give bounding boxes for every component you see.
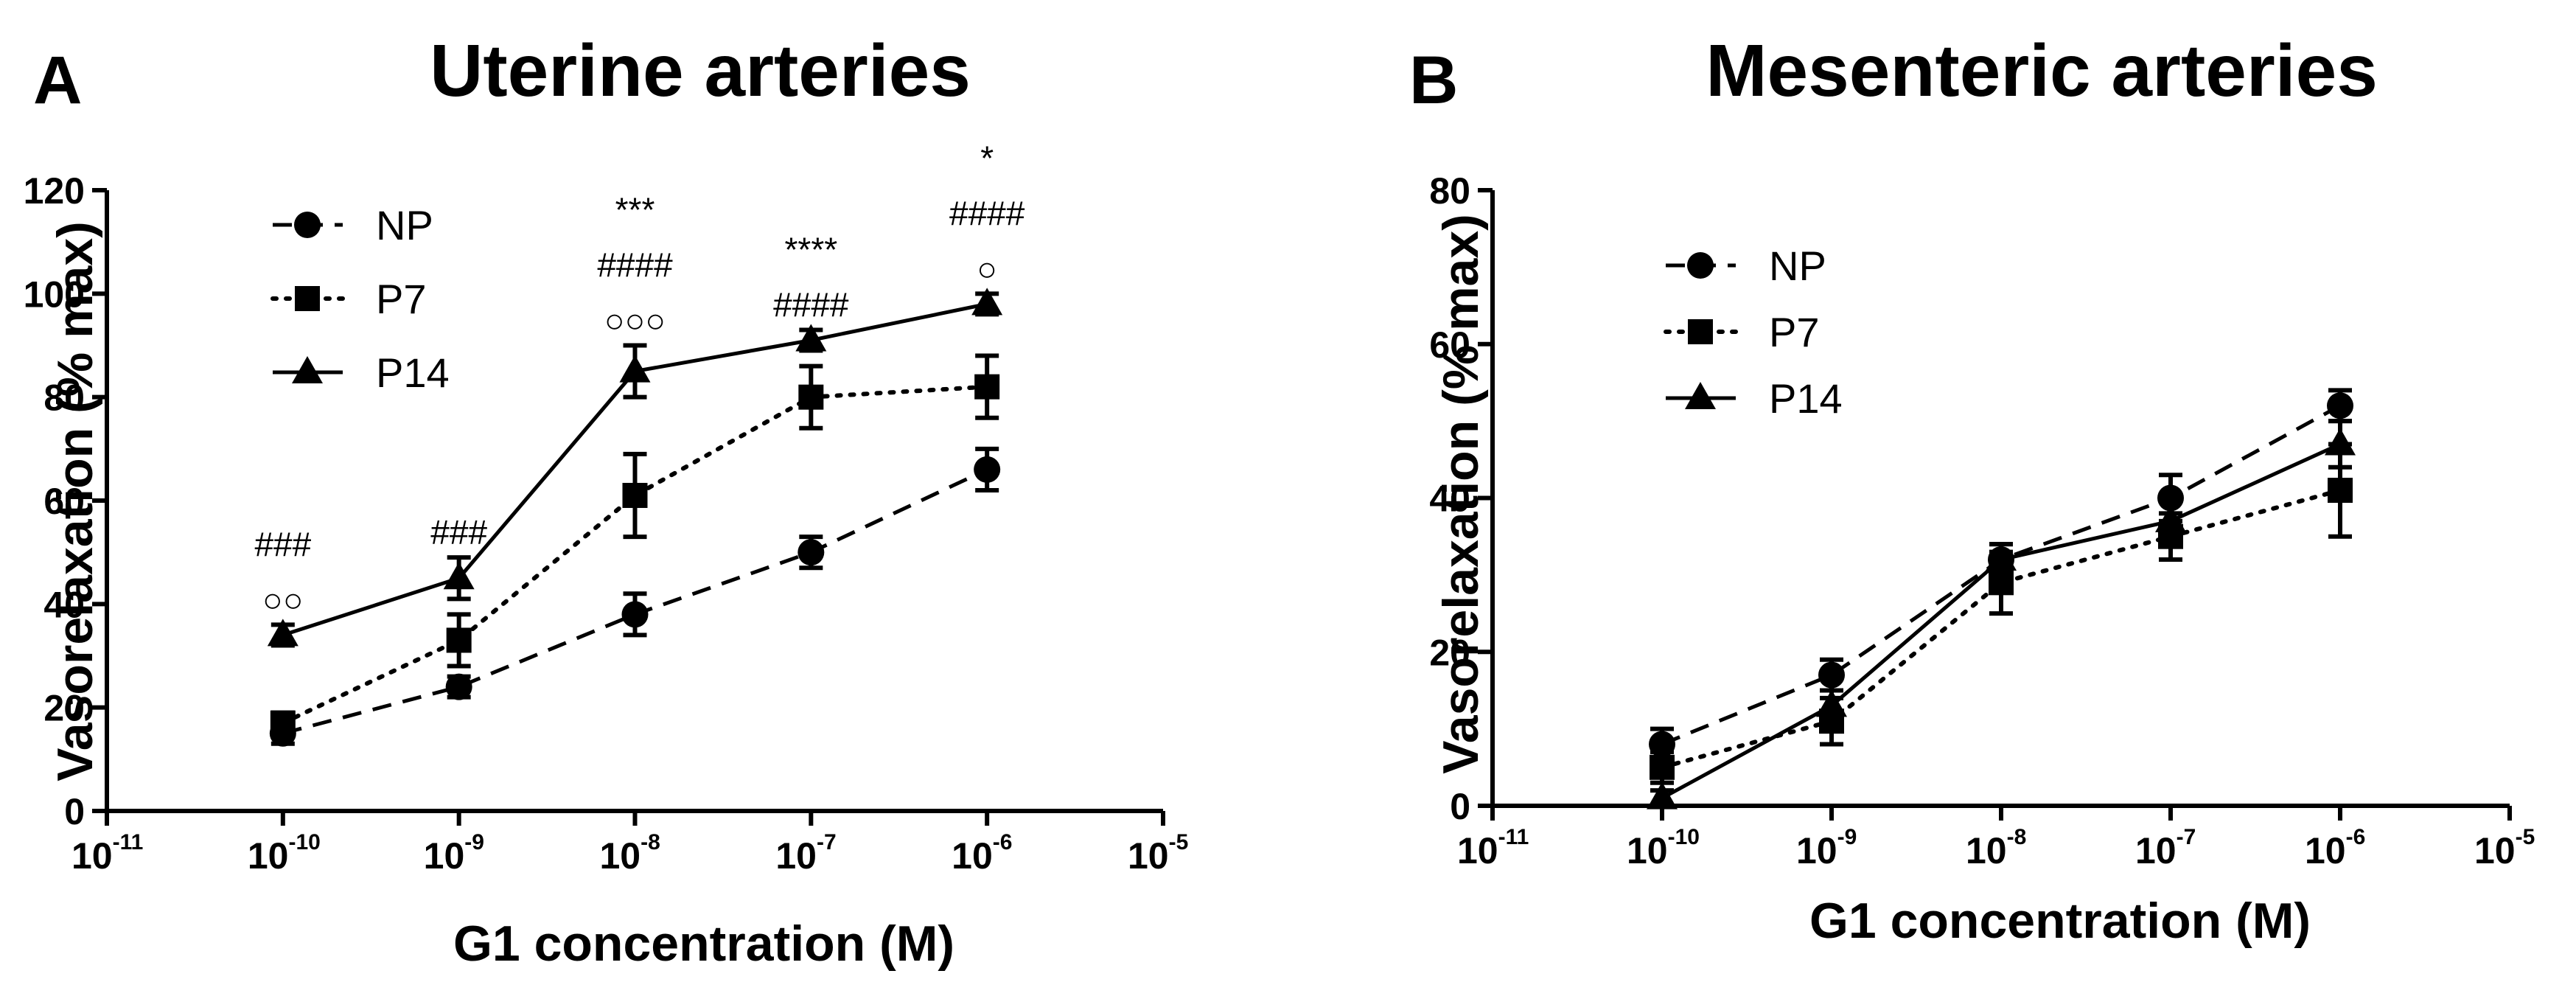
y-tick-label: 80 xyxy=(1429,170,1470,212)
legend: NP P7 P14 xyxy=(1664,243,1843,422)
x-tick-label: 10-7 xyxy=(2135,825,2196,871)
panel-a-letter: A xyxy=(33,43,82,118)
y-tick-label: 0 xyxy=(64,791,85,832)
panel-mesenteric-arteries: B Mesenteric arteries Vasorelaxation (% … xyxy=(1409,29,2535,949)
panel-b-title: Mesenteric arteries xyxy=(1706,29,2378,112)
x-tick-label: 10-11 xyxy=(1457,825,1529,871)
significance-annotation: * xyxy=(980,139,994,177)
data-point xyxy=(797,539,825,566)
legend-marker xyxy=(292,356,323,383)
x-tick-label: 10-9 xyxy=(424,830,484,877)
significance-annotation: ○○○ xyxy=(604,302,666,340)
data-point xyxy=(798,384,824,410)
significance-annotation: **** xyxy=(785,230,838,268)
series-line xyxy=(280,384,990,725)
panel-b-y-label: Vasorelaxation (% max) xyxy=(1433,214,1489,774)
data-point xyxy=(1650,754,1675,780)
data-point xyxy=(619,355,651,383)
legend-label: P14 xyxy=(376,349,450,396)
series-line xyxy=(1660,488,2342,770)
x-tick-label: 10-10 xyxy=(1627,825,1700,871)
data-point xyxy=(1816,689,1847,717)
panel-b-letter: B xyxy=(1409,43,1458,118)
y-tick-label: 40 xyxy=(1429,478,1470,520)
legend-label: P7 xyxy=(376,276,427,322)
data-point xyxy=(971,288,1003,316)
significance-annotation: ○○ xyxy=(262,580,304,619)
y-tick-label: 20 xyxy=(43,688,85,729)
data-point xyxy=(1986,543,2017,571)
y-tick-label: 120 xyxy=(24,170,85,212)
significance-annotation: ○ xyxy=(977,249,997,288)
x-tick-label: 10-5 xyxy=(1128,830,1188,877)
x-tick-label: 10-6 xyxy=(952,830,1012,877)
y-tick-label: 0 xyxy=(1450,786,1470,827)
data-point xyxy=(621,601,649,628)
x-tick-label: 10-8 xyxy=(1966,825,2026,871)
x-tick-label: 10-8 xyxy=(600,830,660,877)
legend-label: NP xyxy=(376,202,433,248)
data-point xyxy=(795,324,827,352)
panel-a-title: Uterine arteries xyxy=(430,29,971,112)
panel-uterine-arteries: A Uterine arteries Vasorelaxation (% max… xyxy=(24,29,1189,972)
y-tick-label: 100 xyxy=(24,274,85,315)
significance-annotation: #### xyxy=(773,285,849,324)
data-point xyxy=(2325,428,2356,456)
panel-a-x-label: G1 concentration (M) xyxy=(453,916,954,972)
data-point xyxy=(1647,781,1678,809)
data-point xyxy=(446,627,472,653)
significance-annotation: *** xyxy=(615,191,655,229)
data-point xyxy=(974,456,1001,483)
y-tick-label: 60 xyxy=(1429,324,1470,366)
legend: NP P7 P14 xyxy=(270,202,450,396)
x-tick-label: 10-5 xyxy=(2474,825,2535,871)
legend-label: NP xyxy=(1769,243,1826,289)
x-tick-label: 10-9 xyxy=(1796,825,1857,871)
series-p14 xyxy=(267,288,1003,648)
series-p7 xyxy=(270,353,1000,736)
data-point xyxy=(2328,478,2353,504)
y-tick-label: 60 xyxy=(43,481,85,522)
significance-annotation: ### xyxy=(430,513,487,551)
data-point xyxy=(1818,661,1845,689)
data-point xyxy=(443,562,475,590)
legend-label: P14 xyxy=(1769,375,1843,422)
data-point xyxy=(2327,392,2353,419)
panel-b-x-label: G1 concentration (M) xyxy=(1809,893,2311,949)
series-p14 xyxy=(1647,419,2356,809)
data-point xyxy=(2155,504,2186,532)
x-tick-label: 10-6 xyxy=(2305,825,2365,871)
significance-annotation: ### xyxy=(254,525,311,563)
y-tick-label: 80 xyxy=(43,377,85,419)
data-point xyxy=(974,374,1000,400)
significance-annotation: #### xyxy=(949,194,1025,232)
y-tick-label: 40 xyxy=(43,584,85,625)
data-point xyxy=(445,673,472,700)
legend-marker xyxy=(1685,382,1716,409)
data-point xyxy=(270,710,296,736)
x-tick-label: 10-7 xyxy=(775,830,836,877)
data-point xyxy=(622,482,648,508)
series-p7 xyxy=(1650,442,2353,785)
legend-marker xyxy=(1687,252,1714,279)
series-line xyxy=(1661,442,2342,800)
data-point xyxy=(267,619,299,647)
legend-label: P7 xyxy=(1769,309,1820,355)
legend-marker xyxy=(295,286,320,311)
legend-marker xyxy=(294,212,321,238)
x-tick-label: 10-11 xyxy=(71,830,143,877)
significance-annotation: #### xyxy=(597,246,673,285)
y-tick-label: 20 xyxy=(1429,632,1470,673)
x-tick-label: 10-10 xyxy=(248,830,321,877)
legend-marker xyxy=(1688,319,1713,344)
